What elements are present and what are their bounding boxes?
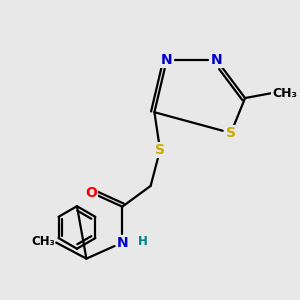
Text: N: N [161, 53, 172, 67]
Text: CH₃: CH₃ [272, 87, 297, 100]
Text: N: N [211, 53, 223, 67]
Text: S: S [155, 143, 165, 157]
Text: O: O [85, 185, 97, 200]
Text: N: N [116, 236, 128, 250]
Text: H: H [138, 235, 148, 248]
Text: S: S [226, 126, 236, 140]
Text: CH₃: CH₃ [31, 235, 55, 248]
